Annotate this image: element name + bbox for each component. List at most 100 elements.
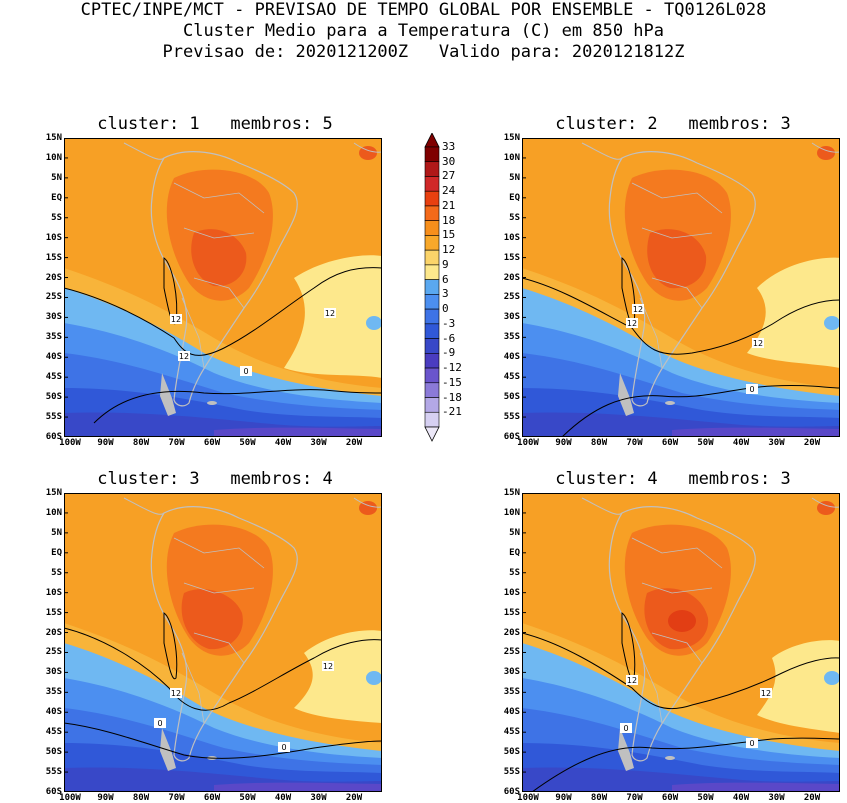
lat-tick-label: 20S — [503, 272, 520, 283]
colorbar-label: -21 — [442, 405, 462, 419]
contour-0 — [561, 384, 840, 437]
svg-text:12: 12 — [171, 315, 181, 324]
lat-tick-label: 15N — [503, 133, 520, 143]
lat-tick-label: 40S — [45, 352, 62, 363]
lat-tick-label: 60S — [45, 787, 62, 797]
lat-tick-label: 35S — [45, 332, 62, 343]
lat-tick-label: 30S — [503, 667, 520, 678]
colorbar-swatch — [424, 176, 440, 192]
lat-tick-label: 5N — [509, 172, 520, 183]
colorbar-label: 30 — [442, 154, 456, 168]
contour-label: 12 — [178, 351, 190, 361]
country-border — [631, 537, 723, 569]
lon-tick-label: 20W — [345, 438, 363, 448]
lat-tick-label: 25S — [503, 292, 520, 303]
patagonia-land — [160, 728, 176, 771]
contour-0 — [93, 389, 382, 424]
lat-tick-label: 55S — [45, 767, 62, 778]
patagonia-land — [618, 728, 634, 771]
lat-tick-label: 10N — [503, 507, 520, 518]
svg-text:0: 0 — [749, 385, 754, 394]
country-border — [639, 652, 663, 724]
lon-tick-label: 60W — [203, 793, 221, 803]
colorbar-arrow-top — [424, 133, 440, 148]
lon-tick-label: 50W — [697, 793, 714, 803]
colorbar-label: -6 — [442, 331, 456, 345]
map-frame — [522, 493, 840, 792]
contour-label: 0 — [620, 723, 632, 733]
svg-text:0: 0 — [243, 367, 248, 376]
panel-title: cluster: 4 membros: 3 — [555, 469, 791, 489]
colorbar-swatch — [424, 235, 440, 251]
country-border — [183, 227, 255, 239]
patagonia-land — [618, 373, 634, 416]
colorbar-label: -12 — [442, 361, 462, 375]
central-america — [123, 142, 165, 160]
lon-tick-label: 20W — [345, 793, 363, 803]
contour-label: 12 — [170, 688, 182, 698]
lon-tick-label: 90W — [555, 438, 572, 448]
country-border — [193, 277, 245, 309]
lat-tick-label: 15N — [503, 488, 520, 498]
colorbar-label: 3 — [442, 287, 449, 301]
lat-tick-label: 60S — [503, 432, 520, 442]
lon-tick-label: 20W — [803, 793, 821, 803]
lat-tick-label: 15S — [45, 607, 62, 618]
colorbar-scale — [424, 133, 440, 442]
contour-label: 12 — [632, 304, 644, 314]
map-frame — [64, 138, 382, 437]
map-frame — [522, 138, 840, 437]
lat-tick-label: 20S — [45, 627, 62, 638]
panel-title: cluster: 3 membros: 4 — [97, 469, 333, 489]
lon-tick-label: 30W — [768, 438, 785, 448]
colorbar-swatch — [424, 367, 440, 384]
lon-tick-label: 40W — [732, 438, 750, 448]
country-border — [181, 297, 205, 369]
svg-text:0: 0 — [749, 739, 754, 748]
colorbar-label: -3 — [442, 316, 456, 330]
map-panel: 12 12 12 0 — [522, 138, 840, 437]
colorbar-label: -9 — [442, 346, 456, 360]
lat-tick-label: 60S — [45, 432, 62, 442]
country-border — [193, 632, 245, 664]
svg-text:12: 12 — [761, 689, 771, 698]
colorbar-label: -18 — [442, 390, 462, 404]
lat-tick-label: 60S — [503, 787, 520, 797]
svg-text:12: 12 — [627, 676, 637, 685]
lat-tick-label: 15S — [45, 252, 62, 263]
lat-tick-label: 10S — [503, 587, 520, 598]
lon-tick-label: 30W — [768, 793, 785, 803]
africa-coast — [353, 142, 382, 153]
contour-label: 12 — [760, 688, 772, 698]
lon-tick-label: 70W — [626, 793, 643, 803]
colorbar-label: 33 — [442, 140, 456, 153]
africa-coast — [811, 497, 840, 508]
colorbar-arrow-bottom — [424, 426, 440, 442]
lat-tick-label: 15N — [45, 133, 62, 143]
colorbar-label: 12 — [442, 243, 456, 257]
lon-tick-label: 60W — [661, 438, 679, 448]
colorbar-label: 27 — [442, 169, 456, 183]
contour-label: 12 — [170, 314, 182, 324]
country-border — [641, 582, 713, 594]
lon-tick-label: 40W — [274, 438, 292, 448]
country-border — [639, 297, 663, 369]
contour-label: 0 — [746, 738, 758, 748]
colorbar-swatch — [424, 205, 440, 221]
country-border — [181, 652, 205, 724]
country-border — [641, 227, 713, 239]
map-panel: 12 12 12 0 — [64, 138, 382, 437]
lat-tick-label: 5N — [51, 527, 62, 538]
map-frame — [64, 493, 382, 792]
lat-tick-label: 45S — [45, 727, 62, 738]
patagonia-land — [160, 373, 176, 416]
colorbar-swatch — [424, 323, 440, 339]
contour-label: 12 — [324, 308, 336, 318]
colorbar-swatch — [424, 146, 440, 163]
lat-tick-label: 30S — [503, 312, 520, 323]
temperature-map: 12 12 0 0 — [64, 493, 382, 792]
lon-tick-label: 20W — [803, 438, 821, 448]
lon-tick-label: 30W — [310, 793, 327, 803]
colorbar-swatch — [424, 294, 440, 310]
figure-title-line-3: Previsao de: 2020121200Z Valido para: 20… — [162, 42, 685, 62]
